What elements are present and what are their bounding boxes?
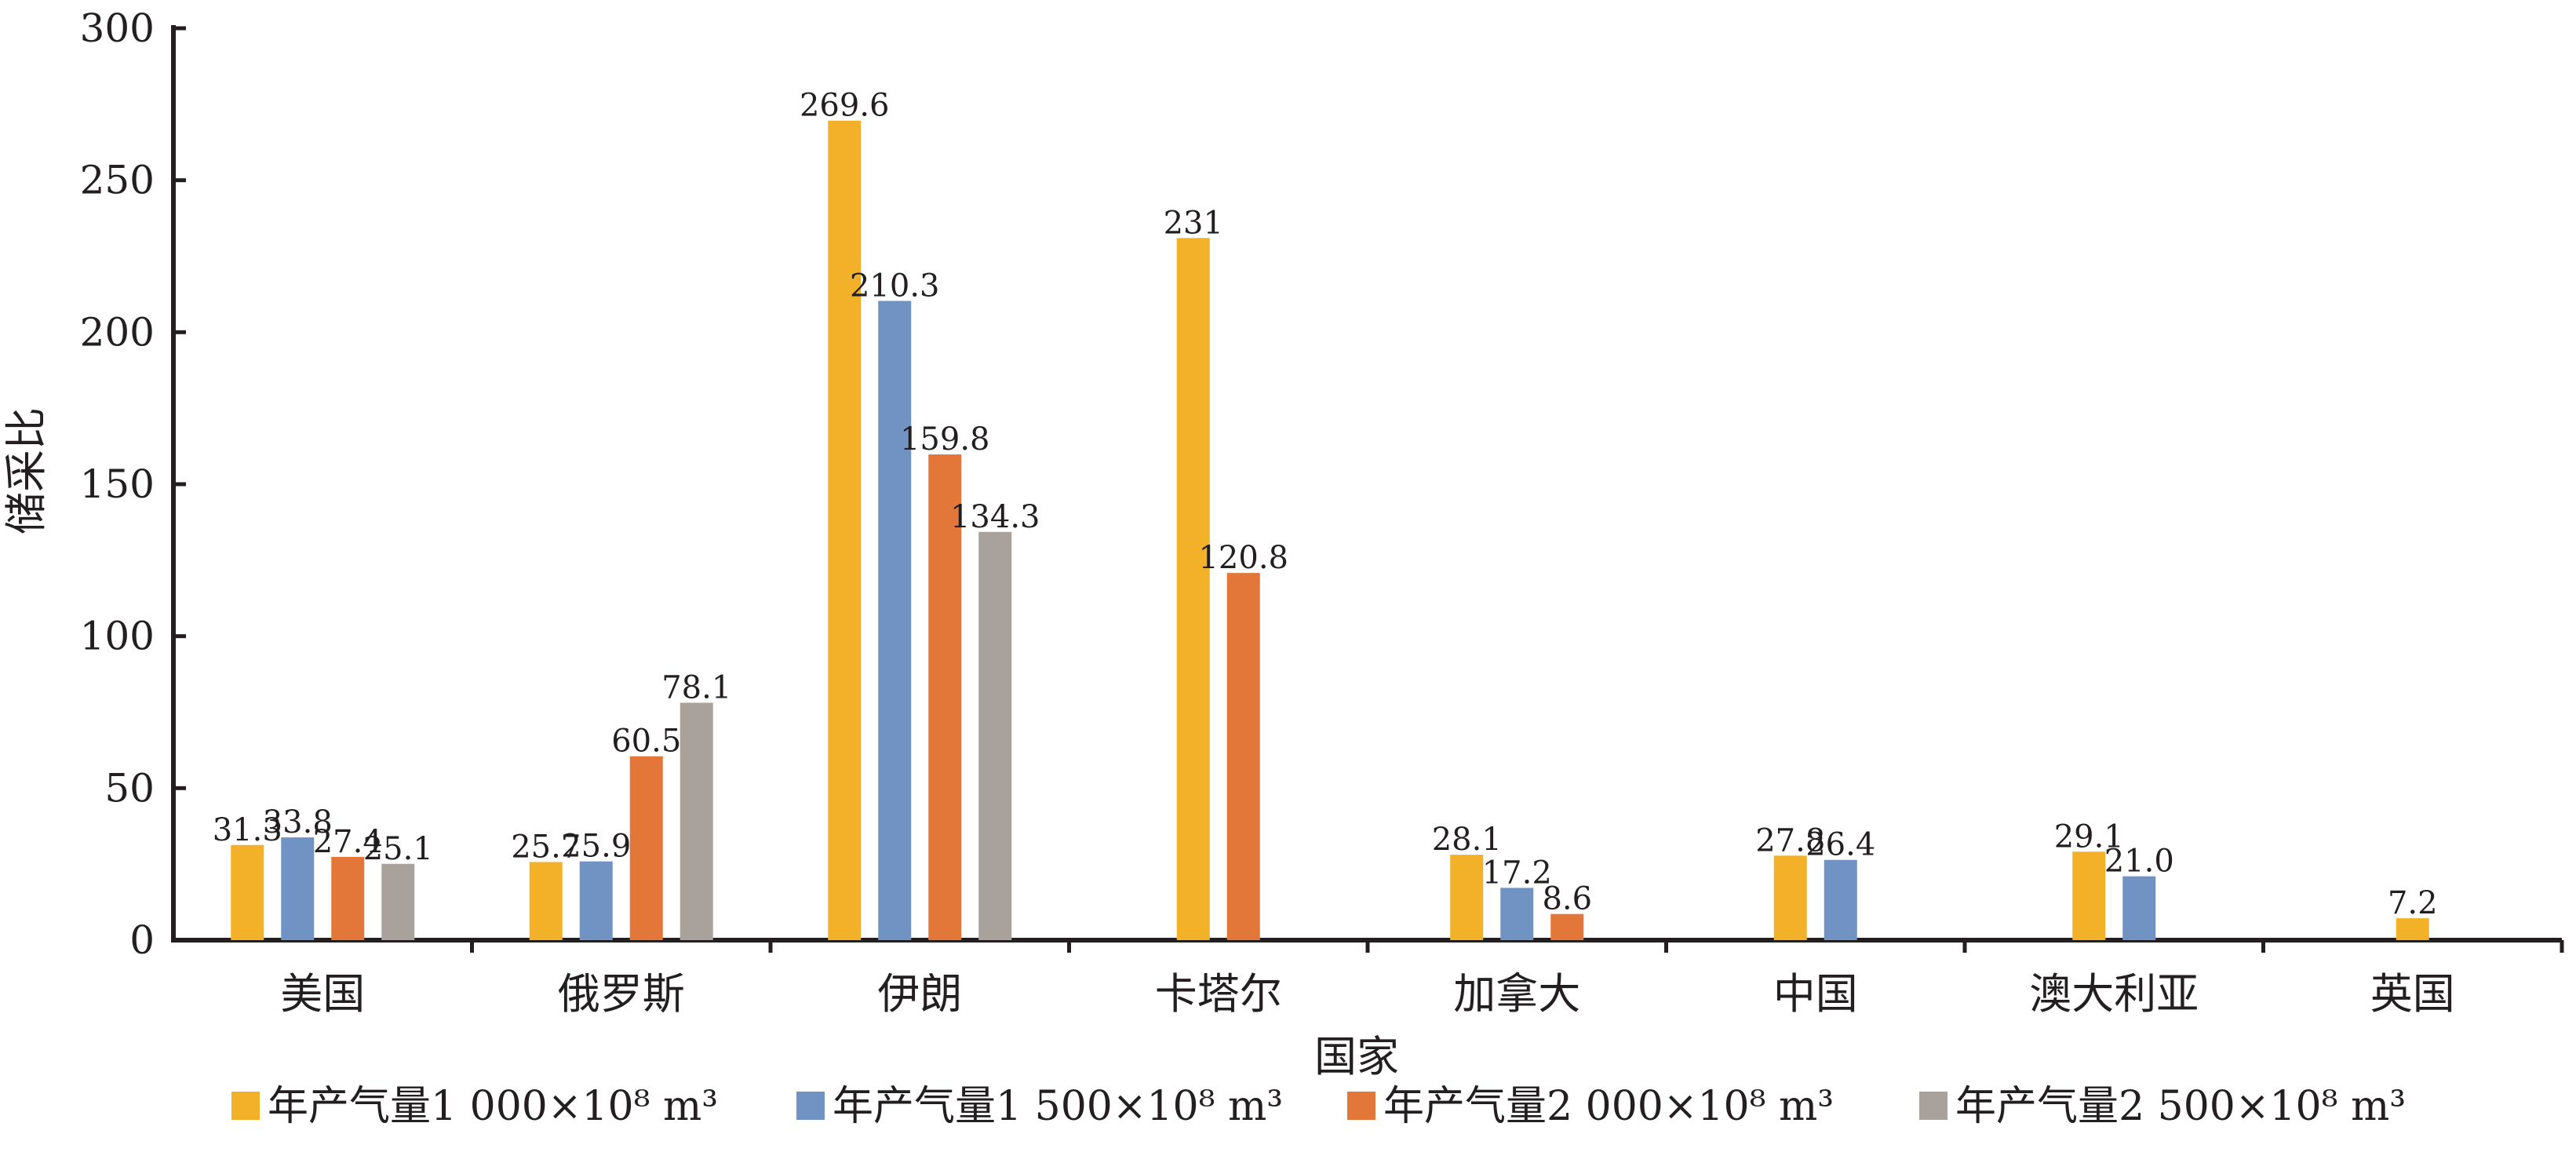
data-label: 31.3 xyxy=(213,812,282,848)
bar xyxy=(1773,855,1807,940)
data-label: 28.1 xyxy=(1432,822,1502,858)
bar xyxy=(928,454,962,940)
data-label: 27.4 xyxy=(313,824,383,860)
data-label: 78.1 xyxy=(661,669,731,705)
x-category-label: 美国 xyxy=(280,969,365,1019)
legend: 年产气量1 000×10⁸ m³ 年产气量1 500×10⁸ m³ 年产气量2 00… xyxy=(231,1083,2406,1130)
data-label: 27.8 xyxy=(1755,822,1825,859)
bar xyxy=(2072,851,2106,940)
bars xyxy=(231,120,2429,941)
bar xyxy=(231,844,264,940)
bar xyxy=(680,702,713,940)
y-tick-label: 150 xyxy=(80,461,155,507)
x-category-label: 中国 xyxy=(1773,969,1858,1019)
bar xyxy=(629,756,663,940)
data-label: 134.3 xyxy=(950,499,1040,535)
bar xyxy=(878,301,912,940)
x-category-label: 卡塔尔 xyxy=(1155,969,1282,1019)
x-axis: 美国 俄罗斯 伊朗 卡塔尔 加拿大 中国 澳大利亚 英国 xyxy=(171,938,2564,1019)
data-label: 17.2 xyxy=(1482,855,1552,891)
y-axis: 0 50 100 150 200 250 300 xyxy=(80,5,186,963)
bar xyxy=(1500,888,1534,940)
x-category-label: 英国 xyxy=(2370,969,2455,1019)
data-labels: 31.333.827.425.1 25.725.9 60.5 78.1 269.6 210… xyxy=(213,88,2438,921)
legend-label: 年产气量1 000×10⁸ m³ xyxy=(268,1083,718,1130)
bar xyxy=(1226,573,1260,940)
bar xyxy=(1550,913,1584,940)
bar xyxy=(331,856,365,940)
y-tick-label: 100 xyxy=(80,614,155,659)
data-label: 120.8 xyxy=(1198,540,1288,576)
legend-label: 年产气量1 500×10⁸ m³ xyxy=(833,1083,1283,1130)
bar xyxy=(828,120,862,941)
data-label: 21.0 xyxy=(2104,844,2174,880)
legend-label: 年产气量2 000×10⁸ m³ xyxy=(1383,1083,1834,1130)
bar xyxy=(1824,859,1857,940)
x-category-label: 俄罗斯 xyxy=(558,969,685,1019)
data-label: 60.5 xyxy=(611,724,681,760)
y-tick-label: 0 xyxy=(129,917,155,963)
bar xyxy=(978,531,1012,940)
y-tick-label: 200 xyxy=(80,309,155,355)
data-label: 29.1 xyxy=(2054,819,2124,855)
legend-swatch xyxy=(796,1092,825,1120)
data-label: 7.2 xyxy=(2388,885,2438,921)
bar xyxy=(381,863,415,940)
data-label: 8.6 xyxy=(1542,881,1592,917)
legend-swatch xyxy=(231,1092,260,1120)
data-label: 159.8 xyxy=(900,421,990,458)
x-axis-title: 国家 xyxy=(1314,1032,1399,1081)
bar xyxy=(281,837,315,940)
x-category-label: 伊朗 xyxy=(877,969,962,1019)
y-tick-label: 300 xyxy=(80,5,155,51)
y-tick-label: 250 xyxy=(80,158,155,203)
bar xyxy=(2122,876,2156,940)
bar xyxy=(1450,855,1484,940)
data-label: 210.3 xyxy=(850,268,940,304)
data-label: 26.4 xyxy=(1805,827,1875,863)
bar xyxy=(1176,238,1210,940)
bar xyxy=(579,861,613,940)
legend-swatch xyxy=(1919,1092,1947,1120)
y-tick-label: 50 xyxy=(104,765,155,811)
data-label: 25.1 xyxy=(363,831,433,867)
x-category-label: 加拿大 xyxy=(1453,969,1580,1019)
data-label: 25.7 xyxy=(511,829,581,865)
data-label: 269.6 xyxy=(800,88,890,124)
y-axis-title: 储采比 xyxy=(2,407,51,534)
data-label: 33.8 xyxy=(263,804,333,840)
bar xyxy=(2396,918,2429,940)
legend-swatch xyxy=(1347,1092,1375,1120)
data-label: 25.9 xyxy=(561,829,631,865)
legend-label: 年产气量2 500×10⁸ m³ xyxy=(1955,1083,2406,1130)
bar xyxy=(529,862,563,940)
data-label: 231 xyxy=(1164,205,1223,241)
x-category-label: 澳大利亚 xyxy=(2029,969,2199,1019)
